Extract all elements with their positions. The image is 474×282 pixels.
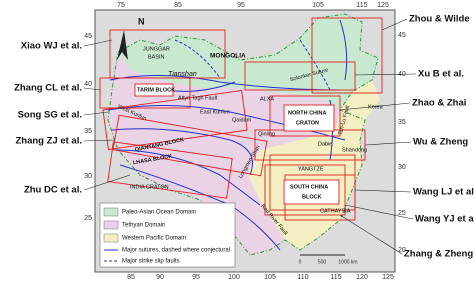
tick-label: 115: [330, 274, 341, 281]
reference-label: Xiao WJ et al.: [21, 41, 82, 52]
reference-label: Zhao & Zhai: [412, 98, 466, 109]
map-label: Korea: [368, 104, 384, 110]
reference-label: Zhang & Zheng: [404, 249, 473, 260]
tick-label: 85: [127, 274, 135, 281]
leader-line: [83, 139, 116, 142]
map-label: BASIN: [148, 54, 165, 60]
tick-label: 35: [398, 119, 406, 126]
map-label: JUNGGAR: [143, 46, 170, 52]
legend-label: Major sutures, dashed where conjectural: [122, 248, 230, 254]
tick-label: 30: [398, 164, 406, 171]
tick-label: 90: [156, 274, 164, 281]
tick-label: 115: [356, 2, 367, 9]
map-label: CATHAYSIA: [320, 208, 351, 214]
leader-line: [381, 18, 408, 31]
study-areas: [99, 17, 383, 221]
tick-label: 45: [84, 33, 92, 40]
tick-label: 25: [84, 215, 92, 222]
leader-line: [83, 174, 131, 191]
scale-label: 0: [299, 259, 302, 265]
leader-line: [354, 189, 412, 193]
scale-label: 1000 km: [338, 259, 357, 265]
legend-label: Paleo-Asian Ocean Domain: [122, 210, 196, 216]
map-label: Tianshan: [168, 71, 197, 78]
reference-label: Zhu DC et al.: [24, 185, 82, 196]
map-label: Altyn Tagh Fault: [178, 95, 218, 101]
tick-label: 40: [84, 81, 92, 88]
references: Xiao WJ et al. Zhang CL et al. Song SG et …: [14, 14, 474, 260]
tick-label: 125: [377, 2, 389, 9]
tick-label: 30: [84, 173, 92, 180]
leader-line: [344, 204, 414, 220]
legend-swatch: [103, 233, 119, 243]
legend: [99, 202, 236, 268]
map-label: INDIA CRATON: [130, 184, 169, 190]
leader-line: [364, 141, 412, 146]
legend-swatch: [103, 207, 119, 217]
reference-label: Wang LJ et al.: [413, 187, 474, 198]
reference-label: Wang YJ et al.: [415, 214, 474, 225]
map-label: TARIM BLOCK: [137, 87, 175, 93]
leader-line: [339, 102, 411, 111]
map-label: Shandong: [342, 147, 367, 153]
map-label: MONGOLIA: [210, 53, 246, 60]
map-label: ALXA: [260, 96, 274, 102]
tick-label: 105: [312, 2, 324, 9]
tick-label: 35: [84, 128, 92, 135]
tick-label: 105: [264, 274, 276, 281]
tick-label: 95: [192, 274, 200, 281]
tick-label: 20: [398, 247, 406, 254]
tick-label: 110: [297, 274, 308, 281]
map-label: East Kunlun: [200, 109, 230, 115]
north-arrow: [117, 30, 128, 60]
tick-label: 120: [356, 274, 368, 281]
legend-label: Major strike slip faults: [122, 259, 180, 265]
map-label: Qinling: [258, 131, 275, 137]
reference-label: Zhou & Wilde: [409, 14, 470, 25]
leader-line: [83, 111, 109, 116]
tick-label: 25: [398, 210, 406, 217]
map-label: YANGTZE: [298, 166, 324, 172]
map-label: Qaidam: [232, 117, 252, 123]
map-label: NORTH CHINA: [288, 110, 327, 116]
leader-line: [83, 87, 101, 91]
tick-label: 100: [228, 274, 240, 281]
reference-label: Xu B et al.: [418, 69, 464, 80]
leader-line: [354, 73, 417, 76]
map-label: SOUTH CHINA: [290, 184, 328, 190]
legend-swatch: [103, 220, 119, 230]
legend-label: Tethyan Domain: [122, 223, 165, 229]
reference-label: Song SG et al.: [18, 110, 82, 121]
scale-label: 500: [318, 259, 327, 265]
reference-label: Zhang ZJ et al.: [15, 136, 82, 147]
tick-label: 75: [117, 2, 125, 9]
tick-label: 125: [382, 274, 394, 281]
tethyan-zone: [108, 52, 340, 255]
tick-label: 95: [237, 2, 245, 9]
leader-line: [339, 214, 403, 255]
tick-label: 85: [174, 2, 182, 9]
map-label: CRATON: [296, 120, 319, 126]
north-label: N: [138, 16, 145, 26]
legend-label: Western Pacific Domain: [122, 236, 186, 242]
reference-label: Wu & Zheng: [413, 137, 468, 148]
leader-line: [83, 39, 113, 47]
map-label: BLOCK: [302, 194, 322, 200]
reference-label: Zhang CL et al.: [14, 83, 82, 94]
map-label: Dabie: [318, 141, 332, 147]
tick-label: 45: [398, 32, 406, 39]
